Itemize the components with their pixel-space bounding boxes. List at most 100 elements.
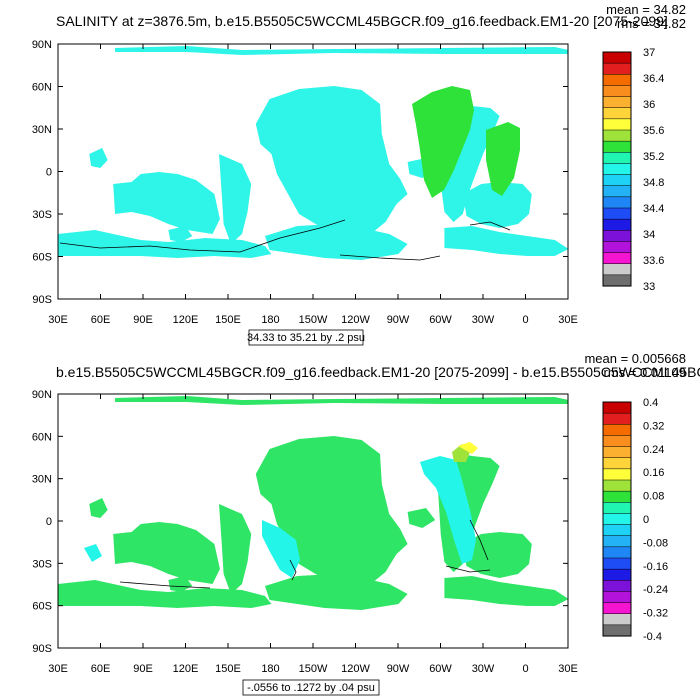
ocean-basin xyxy=(444,576,568,606)
colorbar-label: -0.32 xyxy=(643,608,668,620)
colorbar-label: 34 xyxy=(643,229,655,241)
colorbar-swatch xyxy=(602,152,632,164)
mean-label: mean = 0.005668 xyxy=(584,351,686,366)
lon-tick-label: 120E xyxy=(173,663,199,675)
colorbar-swatch xyxy=(602,140,632,153)
lon-tick-label: 90W xyxy=(387,663,410,675)
contour-line xyxy=(119,581,211,589)
colorbar-swatch xyxy=(602,129,632,142)
colorbar-label: 36 xyxy=(643,99,655,111)
ocean-basin xyxy=(113,172,220,234)
colorbar-swatch xyxy=(602,274,632,287)
latitude-labels: 90N 60N 30N 0 30S 60S 90S xyxy=(32,39,52,306)
colorbar-swatch xyxy=(602,96,632,109)
rms-label: rms = 0.01109 xyxy=(603,365,686,380)
lon-tick-label: 90E xyxy=(133,314,153,326)
negative-anomaly xyxy=(84,544,102,562)
salinity-map-panel: SALINITY at z=3876.5m, b.e15.B5505C5WCCM… xyxy=(32,2,686,346)
colorbar-label: 34.8 xyxy=(643,177,664,189)
colorbar-swatch xyxy=(602,174,632,187)
colorbar-label: 35.6 xyxy=(643,125,664,137)
colorbar-label: -0.24 xyxy=(643,584,668,596)
contour-line xyxy=(445,565,491,573)
colorbar-frame xyxy=(602,401,632,637)
mean-label: mean = 34.82 xyxy=(606,2,686,17)
ocean-basin xyxy=(462,182,532,228)
colorbar-label: -0.08 xyxy=(643,537,668,549)
colorbar-swatch xyxy=(602,207,632,220)
lat-tick-label: 30S xyxy=(32,558,52,570)
axis-ticks xyxy=(57,393,569,649)
lon-tick-label: 150W xyxy=(299,663,328,675)
lon-tick-label: 180 xyxy=(261,663,279,675)
contour-info-box: 34.33 to 35.21 by .2 psu xyxy=(247,329,365,346)
colorbar-label: 35.2 xyxy=(643,151,664,163)
longitude-labels: 30E 60E 90E 120E 150E 180 150W 120W 90W 60W 30W 0 30… xyxy=(48,314,578,326)
colorbar: 0.4 0.32 0.24 0.16 0.08 0 -0.08 -0.16 -0.24 -0.32… xyxy=(602,397,668,643)
lon-tick-label: 30E xyxy=(48,663,68,675)
lat-tick-label: 0 xyxy=(46,167,52,179)
ocean-basin xyxy=(168,226,193,242)
colorbar-swatch xyxy=(602,568,632,581)
colorbar-swatch xyxy=(602,446,632,459)
lon-tick-label: 150E xyxy=(215,314,241,326)
lat-tick-label: 30N xyxy=(32,474,52,486)
lon-tick-label: 30W xyxy=(472,314,495,326)
colorbar-label: 33 xyxy=(643,281,655,293)
lon-tick-label: 120W xyxy=(341,663,370,675)
colorbar-label: 36.4 xyxy=(643,73,664,85)
colorbar-swatch xyxy=(602,62,632,75)
contour-info-box: -.0556 to .1272 by .04 psu xyxy=(242,679,380,696)
lat-tick-label: 90S xyxy=(32,294,52,306)
colorbar-swatch xyxy=(602,74,632,86)
colorbar-swatch xyxy=(602,535,632,548)
colorbar-label: 0.24 xyxy=(643,444,664,456)
colorbar-label: 37 xyxy=(643,47,655,59)
colorbar-swatch xyxy=(602,468,632,481)
lon-tick-label: 30E xyxy=(48,314,68,326)
colorbar-swatch xyxy=(602,230,632,242)
colorbar-swatch xyxy=(602,424,632,436)
contour-line xyxy=(469,519,489,561)
lon-tick-label: 90E xyxy=(133,663,153,675)
lon-tick-label: 60E xyxy=(91,663,111,675)
colorbar-swatch xyxy=(602,185,632,198)
ocean-basin xyxy=(115,46,568,55)
colorbar-label: 0.08 xyxy=(643,491,664,503)
colorbar-swatch xyxy=(602,263,632,276)
colorbar-swatch xyxy=(602,85,632,98)
colorbar-label: -0.4 xyxy=(643,631,662,643)
lon-tick-label: 150E xyxy=(215,663,241,675)
contour-line xyxy=(59,219,346,253)
lat-tick-label: 90N xyxy=(32,389,52,401)
colorbar-label: -0.16 xyxy=(643,561,668,573)
colorbar-swatch xyxy=(602,557,632,570)
contour-line xyxy=(339,254,441,261)
colorbar-label: 0.4 xyxy=(643,397,658,409)
panel-title: b.e15.B5505C5WCCML45BGCR.f09_g16.feedbac… xyxy=(56,364,700,380)
lon-tick-label: 60W xyxy=(429,314,452,326)
colorbar-swatch xyxy=(602,401,632,414)
colorbar-swatch xyxy=(602,546,632,559)
lat-tick-label: 90N xyxy=(32,39,52,51)
colorbar-swatch xyxy=(602,412,632,425)
axis-ticks xyxy=(57,43,569,300)
colorbar-swatch xyxy=(602,513,632,526)
contour-line xyxy=(289,559,297,581)
colorbar: 37 36.4 36 35.6 35.2 34.8 34.4 34 33.6 33 xyxy=(602,47,664,293)
lon-tick-label: 180 xyxy=(261,314,279,326)
colorbar-swatch xyxy=(602,624,632,637)
colorbar-swatch xyxy=(602,591,632,604)
lon-tick-label: 60W xyxy=(429,663,452,675)
contour-info: -.0556 to .1272 by .04 psu xyxy=(247,682,375,694)
lat-tick-label: 60S xyxy=(32,252,52,264)
colorbar-swatch xyxy=(602,479,632,492)
colorbar-swatch xyxy=(602,118,632,131)
negative-anomaly xyxy=(262,520,300,578)
ocean-basin xyxy=(89,498,108,518)
colorbar-swatch xyxy=(602,502,632,514)
colorbar-swatch xyxy=(602,613,632,626)
colorbar-swatch xyxy=(602,602,632,615)
colorbar-label: 0.16 xyxy=(643,467,664,479)
